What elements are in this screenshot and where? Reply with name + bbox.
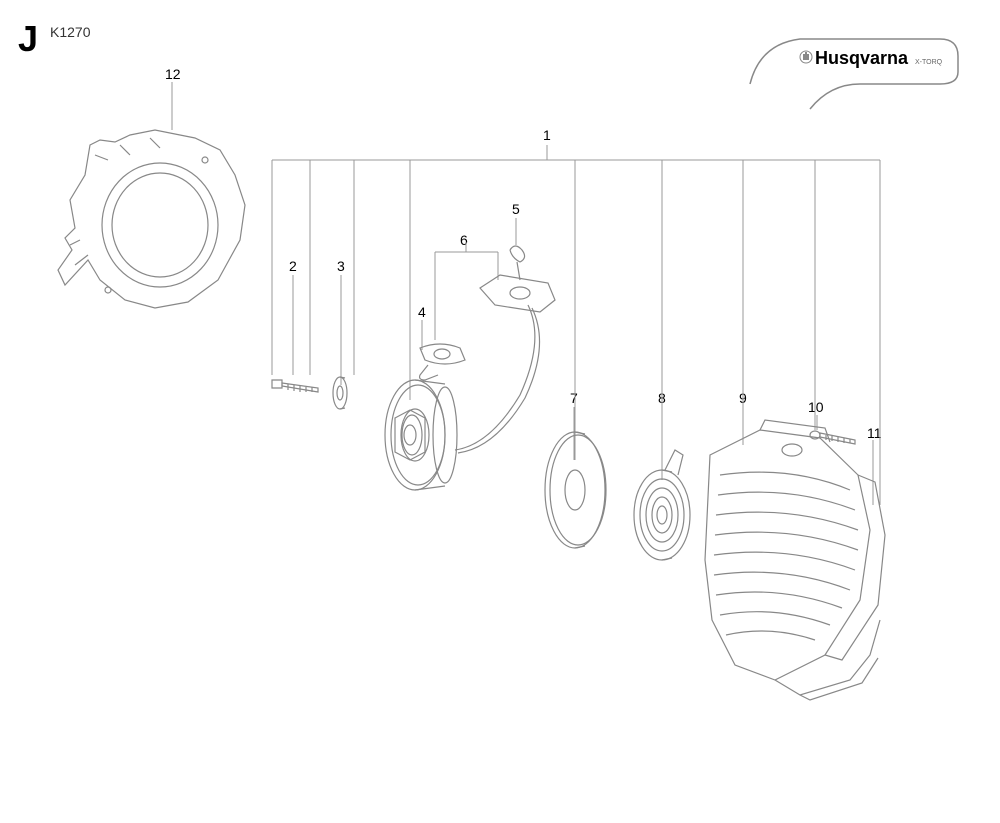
- part-clip: [420, 344, 465, 380]
- part-screw: [272, 380, 318, 392]
- part-starter-handle: [455, 246, 555, 453]
- parts-diagram: [0, 0, 1000, 823]
- part-pulley: [385, 380, 457, 490]
- part-housing-cover: [705, 420, 885, 700]
- part-cover-plate: [58, 130, 245, 308]
- part-washer: [333, 377, 347, 409]
- callout-lines: [172, 82, 880, 505]
